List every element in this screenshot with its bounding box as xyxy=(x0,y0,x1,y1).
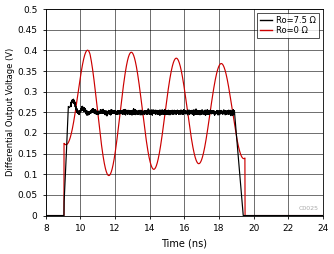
X-axis label: Time (ns): Time (ns) xyxy=(161,239,207,248)
Y-axis label: Differential Output Voltage (V): Differential Output Voltage (V) xyxy=(6,48,15,177)
Text: C0025: C0025 xyxy=(299,207,319,211)
Legend: Ro=7.5 Ω, Ro=0 Ω: Ro=7.5 Ω, Ro=0 Ω xyxy=(257,13,319,38)
